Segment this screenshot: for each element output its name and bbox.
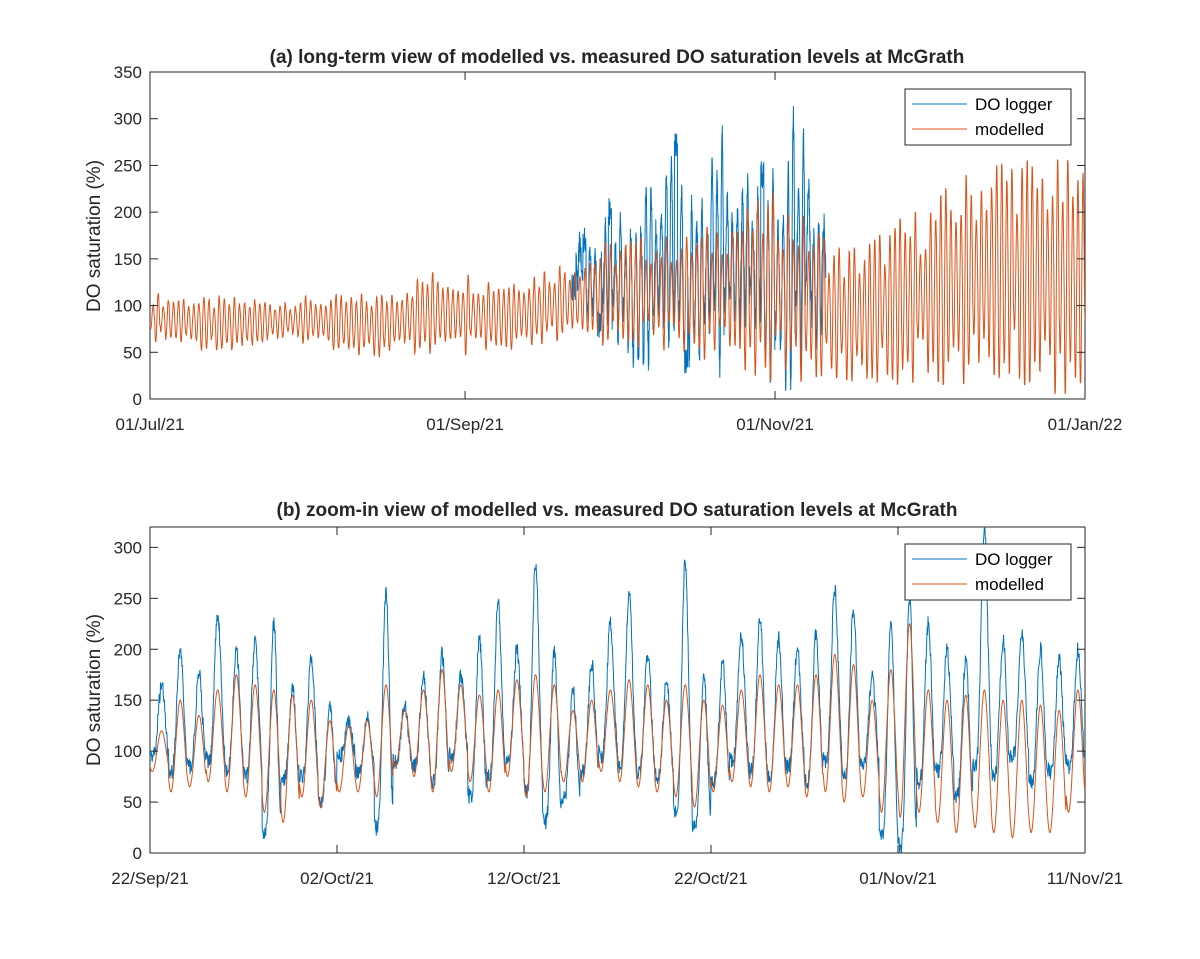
panel-a-modelled-line [150,159,1085,395]
panel-b-y-tick-label: 250 [114,589,142,608]
panel-a-y-tick-label: 50 [123,343,142,362]
panel-a-x-axis: 01/Jul/21 01/Sep/21 01/Nov/21 01/Jan/22 [116,72,1123,434]
panel-b-title: (b) zoom-in view of modelled vs. measure… [277,500,958,521]
panel-b-modelled-line [150,622,1085,839]
panel-b-legend-modelled-label: modelled [975,575,1044,594]
panel-a-legend-logger-label: DO logger [975,95,1053,114]
panel-a-y-axis: 0 50 100 150 200 250 300 350 [114,63,1085,409]
panel-a-legend-box [904,88,1072,146]
panel-a-x-tick-label: 01/Jul/21 [116,415,185,434]
panel-a-y-tick-label: 100 [114,297,142,316]
panel-a-y-tick-label: 300 [114,110,142,129]
panel-a-y-label: DO saturation (%) [84,160,105,312]
panel-b-legend: DO logger modelled [904,543,1072,601]
panel-a-y-tick-label: 0 [133,390,142,409]
panel-b-x-tick-label: 22/Oct/21 [674,869,748,888]
panel-b-y-tick-label: 200 [114,640,142,659]
panel-a-x-tick-label: 01/Jan/22 [1048,415,1123,434]
panel-a-x-tick-label: 01/Sep/21 [426,415,504,434]
panel-a: 0 50 100 150 200 250 300 350 01/Jul/21 01/Sep/21… [84,47,1122,434]
panel-b-y-axis: 0 50 100 150 200 250 300 [114,538,1085,863]
panel-b-x-tick-label: 11/Nov/21 [1047,869,1123,888]
panel-b-x-tick-label: 02/Oct/21 [300,869,374,888]
panel-b-modelled-path [150,622,1085,839]
panel-a-title: (a) long-term view of modelled vs. measu… [270,47,965,68]
panel-a-y-tick-label: 200 [114,203,142,222]
panel-b-x-axis: 22/Sep/21 02/Oct/21 12/Oct/21 22/Oct/21 01/N… [111,527,1123,888]
panel-b-x-tick-label: 12/Oct/21 [487,869,561,888]
panel-a-y-tick-label: 150 [114,250,142,269]
panel-b-y-tick-label: 100 [114,742,142,761]
panel-b-y-tick-label: 0 [133,844,142,863]
panel-b-y-tick-label: 300 [114,538,142,557]
panel-b-y-tick-label: 50 [123,793,142,812]
panel-b-x-tick-label: 22/Sep/21 [111,869,189,888]
panel-b: 0 50 100 150 200 250 300 22/Sep/21 02/Oct/21 12/… [84,500,1123,888]
panel-b-y-tick-label: 150 [114,691,142,710]
panel-b-legend-box [904,543,1072,601]
panel-a-y-tick-label: 350 [114,63,142,82]
panel-a-legend-modelled-label: modelled [975,120,1044,139]
panel-b-logger-line [150,527,1085,853]
panel-b-legend-logger-label: DO logger [975,550,1053,569]
panel-b-x-tick-label: 01/Nov/21 [859,869,937,888]
panel-a-y-tick-label: 250 [114,156,142,175]
panel-a-x-tick-label: 01/Nov/21 [736,415,814,434]
panel-b-y-label: DO saturation (%) [84,614,105,766]
panel-a-modelled-path [150,159,1085,395]
panel-a-legend: DO logger modelled [904,88,1072,146]
panel-b-logger-path [150,527,1085,853]
